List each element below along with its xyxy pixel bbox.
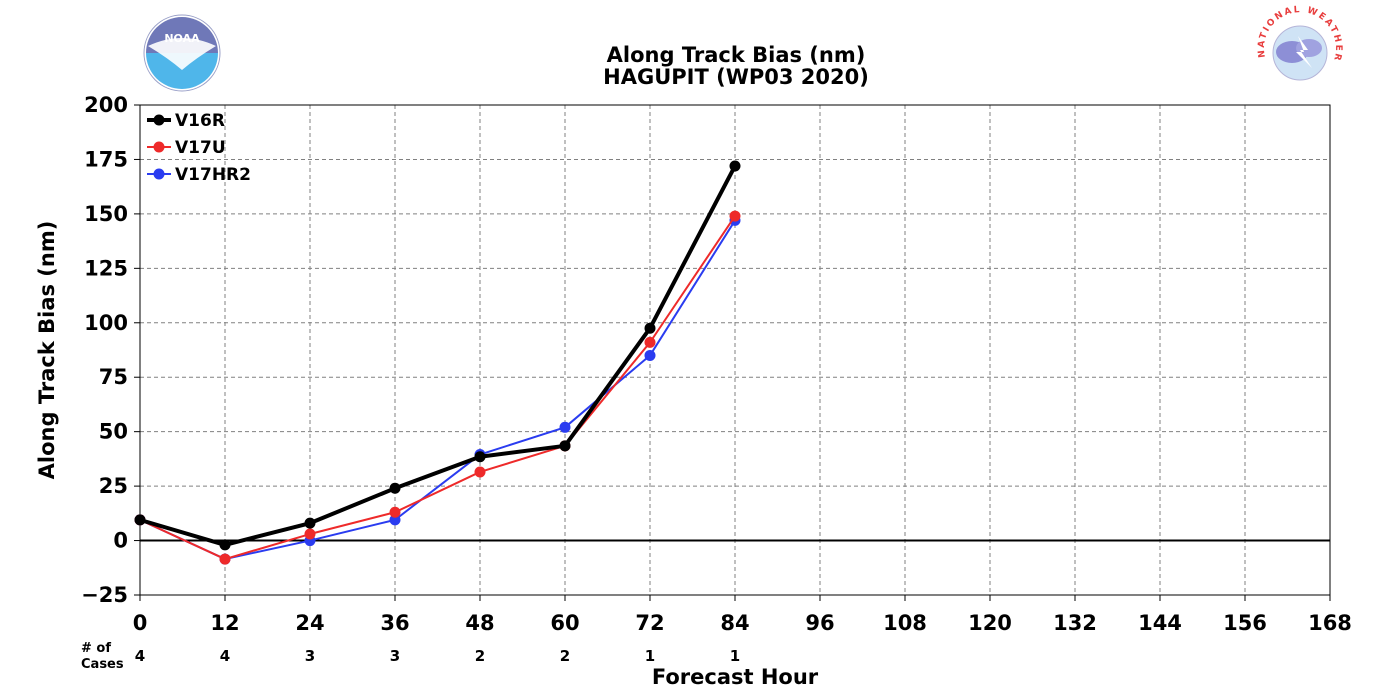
data-point-v17hr2 <box>389 514 401 526</box>
cases-count: 3 <box>305 647 315 665</box>
legend-label: V16R <box>175 111 225 131</box>
x-tick-label: 120 <box>968 611 1012 635</box>
grid-lines <box>140 105 1330 595</box>
legend-swatch-marker <box>153 114 165 126</box>
legend-item-v17hr2: V17HR2 <box>147 165 251 185</box>
cases-count: 1 <box>645 647 655 665</box>
x-tick-label: 168 <box>1308 611 1352 635</box>
y-tick-label: 25 <box>99 474 128 498</box>
data-point-v17u <box>219 553 231 565</box>
x-tick-label: 108 <box>883 611 927 635</box>
series-line-v17hr2 <box>139 219 736 561</box>
data-point-v17hr2 <box>559 421 571 433</box>
legend: V16R V17U V17HR2 <box>147 111 251 185</box>
x-tick-label: 96 <box>805 611 834 635</box>
chart-subtitle: HAGUPIT (WP03 2020) <box>603 65 869 89</box>
legend-label: V17U <box>175 138 226 158</box>
data-point-v16r <box>559 440 571 452</box>
x-tick-label: 0 <box>133 611 148 635</box>
y-tick-label: 0 <box>113 529 128 553</box>
y-tick-label: 200 <box>84 93 128 117</box>
data-point-v17u <box>729 210 741 222</box>
x-tick-label: 48 <box>465 611 494 635</box>
x-tick-label: 156 <box>1223 611 1267 635</box>
cases-count: 3 <box>390 647 400 665</box>
series-layer <box>134 160 741 565</box>
x-tick-label: 72 <box>635 611 664 635</box>
cases-count: 4 <box>220 647 230 665</box>
legend-swatch-marker <box>153 168 165 180</box>
cases-header-line1: # of <box>81 641 111 656</box>
legend-item-v16r: V16R <box>147 111 225 131</box>
x-tick-label: 132 <box>1053 611 1097 635</box>
data-point-v16r <box>729 160 741 172</box>
x-tick-label: 12 <box>210 611 239 635</box>
series-line-v17u <box>139 215 736 561</box>
x-axis-label: Forecast Hour <box>652 665 819 689</box>
cases-header-line2: Cases <box>81 657 124 672</box>
data-point-v17u <box>389 506 401 518</box>
data-point-v16r <box>474 451 486 463</box>
x-tick-label: 60 <box>550 611 579 635</box>
y-tick-label: 100 <box>84 311 128 335</box>
svg-text:NOAA: NOAA <box>164 32 200 45</box>
x-tick-label: 36 <box>380 611 409 635</box>
data-point-v16r <box>304 517 316 529</box>
data-point-v16r <box>134 514 146 526</box>
legend-item-v17u: V17U <box>147 138 226 158</box>
legend-swatch-marker <box>153 141 165 153</box>
x-tick-label: 144 <box>1138 611 1182 635</box>
data-point-v17u <box>474 466 486 478</box>
x-tick-label: 24 <box>295 611 324 635</box>
data-point-v17hr2 <box>644 349 656 361</box>
y-tick-label: 125 <box>84 256 128 280</box>
y-tick-label: 50 <box>99 420 128 444</box>
x-ticks: 0 12 24 36 48 60 72 84 96 108 120 132 144 156 168 <box>133 595 1352 635</box>
cases-count: 1 <box>730 647 740 665</box>
data-point-v16r <box>389 482 401 494</box>
y-ticks: −25 0 25 50 75 100 125 150 175 200 <box>81 93 140 607</box>
chart-title: Along Track Bias (nm) <box>607 43 866 67</box>
data-point-v17u <box>304 528 316 540</box>
series-v16r <box>134 160 741 551</box>
x-tick-label: 84 <box>720 611 749 635</box>
y-axis-label: Along Track Bias (nm) <box>35 221 59 480</box>
data-point-v16r <box>219 539 231 551</box>
data-point-v16r <box>644 322 656 334</box>
legend-label: V17HR2 <box>175 165 251 185</box>
cases-count: 2 <box>560 647 570 665</box>
y-tick-label: 175 <box>84 147 128 171</box>
y-tick-label: 75 <box>99 365 128 389</box>
y-tick-label: 150 <box>84 202 128 226</box>
cases-count: 4 <box>135 647 145 665</box>
y-tick-label: −25 <box>81 583 128 607</box>
cases-count: 2 <box>475 647 485 665</box>
series-line-v16r <box>139 165 737 547</box>
noaa-logo: NOAA <box>143 14 221 92</box>
data-point-v17u <box>644 336 656 348</box>
